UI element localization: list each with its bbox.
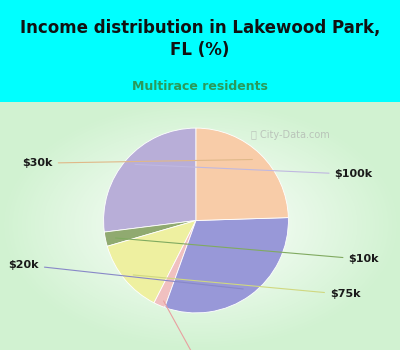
Wedge shape [165, 218, 288, 313]
Wedge shape [104, 220, 196, 246]
Text: $150k: $150k [164, 301, 220, 350]
Text: Income distribution in Lakewood Park,
FL (%): Income distribution in Lakewood Park, FL… [20, 19, 380, 59]
Text: $75k: $75k [133, 275, 360, 299]
Wedge shape [107, 220, 196, 303]
Wedge shape [154, 220, 196, 307]
Wedge shape [196, 128, 288, 220]
Text: $10k: $10k [116, 238, 379, 264]
Text: $20k: $20k [8, 260, 243, 289]
Text: $30k: $30k [22, 158, 252, 168]
Text: ⓘ City-Data.com: ⓘ City-Data.com [251, 130, 329, 140]
Text: Multirace residents: Multirace residents [132, 79, 268, 93]
Wedge shape [104, 128, 196, 232]
Text: $100k: $100k [135, 164, 373, 179]
